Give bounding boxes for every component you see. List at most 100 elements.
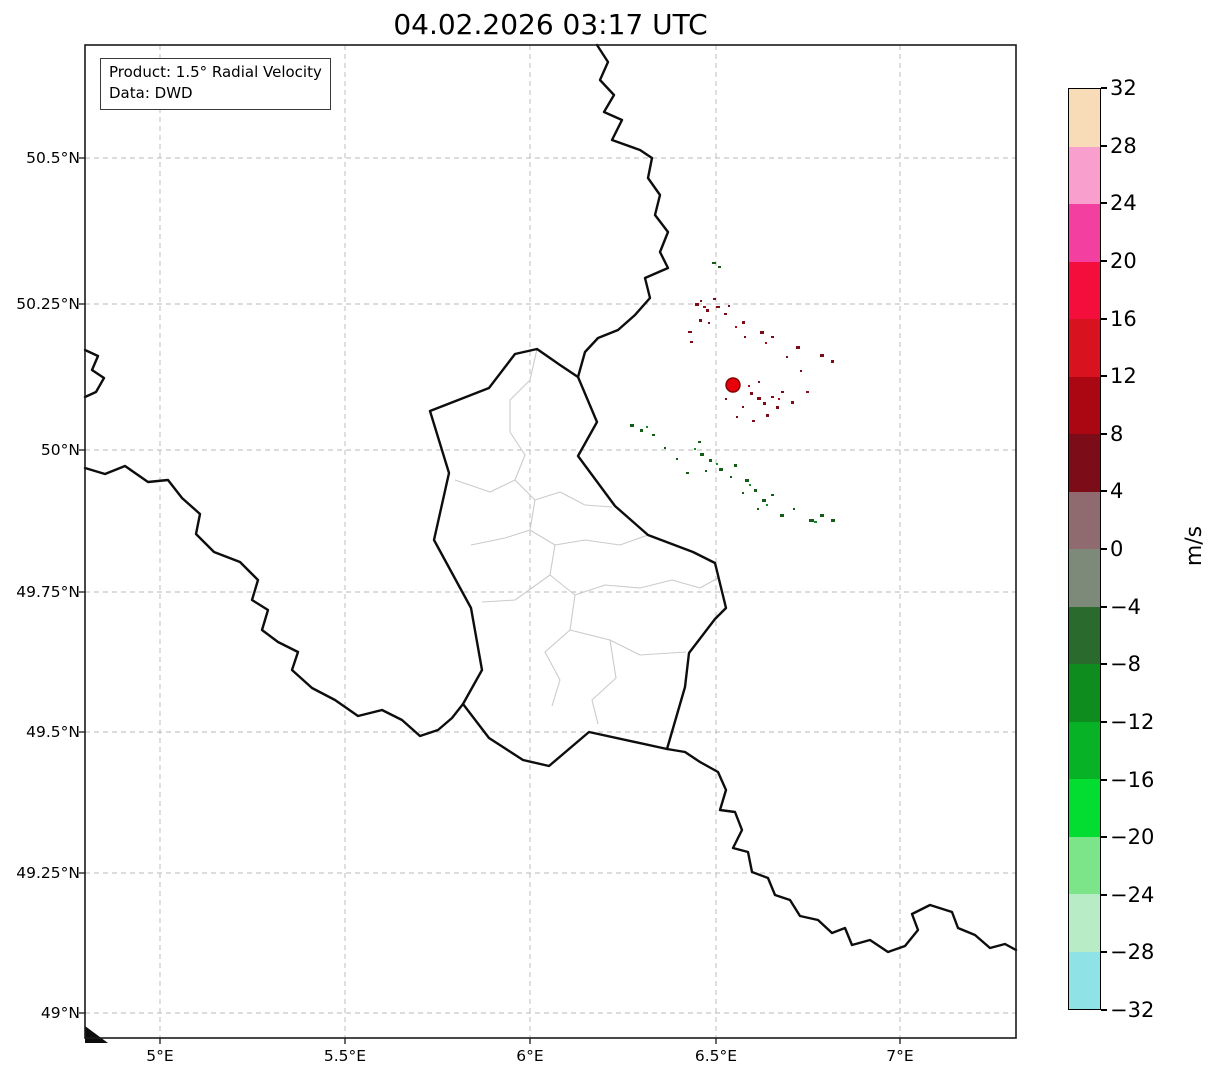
colorbar-tick-label: 0 [1110, 537, 1124, 561]
region-border [509, 348, 538, 432]
region-border [591, 639, 617, 725]
echo-pixel [757, 397, 761, 400]
colorbar-tick-mark [1101, 432, 1107, 435]
echo-pixel [652, 434, 655, 436]
echo-pixel [700, 300, 702, 302]
echo-pixel [771, 336, 774, 338]
colorbar-tick-label: 16 [1110, 306, 1137, 331]
echo-pixel [809, 519, 814, 522]
echo-pixel [742, 492, 744, 494]
region-borders [454, 348, 719, 725]
echo-pixel [786, 356, 788, 358]
colorbar-tick-label: 8 [1110, 421, 1124, 446]
echo-pixel [758, 381, 760, 383]
colorbar-band [1069, 491, 1100, 549]
y-tick-label: 50.5°N [26, 149, 80, 167]
x-tick-label: 6°E [516, 1047, 544, 1065]
radar-station-marker [725, 377, 741, 393]
echo-pixel [831, 519, 835, 522]
plot-frame [84, 44, 1017, 1039]
echo-pixel [748, 385, 750, 387]
colorbar-band [1069, 434, 1100, 492]
colorbar-tick-label: −4 [1110, 594, 1141, 619]
border-germany-belgium [576, 43, 670, 379]
colorbar-band [1069, 721, 1100, 779]
colorbar-tick-mark [1101, 720, 1107, 723]
colorbar-band [1069, 319, 1100, 377]
y-tick-label: 50°N [40, 441, 80, 459]
echo-pixel [791, 401, 794, 404]
echo-pixel [705, 470, 707, 472]
region-border [544, 594, 576, 707]
colorbar-band [1069, 664, 1100, 722]
colorbar-tick-label: 28 [1110, 133, 1137, 158]
echo-pixel [781, 391, 784, 393]
colorbar-tick-mark [1101, 87, 1107, 89]
y-tick-label: 49.5°N [26, 723, 80, 741]
echo-pixel [734, 464, 737, 467]
colorbar-band [1069, 549, 1100, 607]
echo-pixel [806, 391, 809, 393]
figure-title: 04.02.2026 03:17 UTC [393, 8, 708, 41]
colorbar-tick-label: 4 [1110, 479, 1124, 504]
echo-pixel [745, 479, 749, 482]
region-border [549, 544, 719, 596]
echo-pixel [708, 322, 710, 324]
colorbar-tick-label: −8 [1110, 652, 1141, 677]
echo-pixel [725, 398, 727, 400]
border-left-edge-segment [83, 348, 106, 399]
echo-pixel [699, 319, 702, 322]
product-annotation-box: Product: 1.5° Radial Velocity Data: DWD [100, 58, 331, 110]
colorbar-tick-mark [1101, 893, 1107, 896]
colorbar-tick-label: 32 [1110, 76, 1137, 100]
echo-pixel [757, 508, 759, 510]
echo-pixel [688, 331, 692, 333]
colorbar-band [1069, 376, 1100, 434]
echo-pixel [709, 459, 712, 462]
echo-pixel [831, 360, 834, 363]
echo-pixel [676, 458, 678, 460]
echo-pixel [698, 441, 701, 443]
echo-pixel [749, 484, 751, 486]
echo-pixel [796, 346, 800, 349]
colorbar-tick-mark [1101, 605, 1107, 608]
gridlines [85, 45, 1016, 1038]
border-luxembourg [428, 347, 728, 768]
y-tick-label: 49.75°N [16, 583, 80, 601]
colorbar-tick-mark [1101, 375, 1107, 378]
colorbar-tick-mark [1101, 259, 1107, 262]
y-tick-label: 49°N [40, 1004, 80, 1022]
region-border [569, 629, 687, 656]
echo-pixel [695, 303, 699, 306]
product-line: Product: 1.5° Radial Velocity [109, 63, 322, 81]
echo-pixel [750, 392, 753, 395]
border-belgium-france [83, 464, 465, 738]
colorbar-tick-mark [1101, 317, 1107, 320]
region-border [454, 479, 516, 493]
region-border [470, 529, 531, 546]
echo-pixel [765, 342, 767, 344]
colorbar-tick-label: −24 [1110, 882, 1155, 907]
colorbar-tick-mark [1101, 490, 1107, 493]
echo-pixel [718, 266, 721, 268]
colorbar-tick-mark [1101, 144, 1107, 147]
echo-pixel [771, 494, 774, 496]
y-tick-label: 50.25°N [16, 295, 80, 313]
echo-pixel [690, 341, 693, 343]
echo-pixel [763, 402, 766, 405]
region-border [529, 499, 649, 546]
echo-pixel [706, 309, 709, 312]
colorbar-tick-label: −20 [1110, 825, 1155, 850]
y-tick-label: 49.25°N [16, 864, 80, 882]
echo-pixel [712, 262, 716, 264]
echo-pixel [760, 331, 764, 334]
colorbar-band [1069, 951, 1100, 1009]
echo-pixel [820, 354, 824, 357]
colorbar-unit-label: m/s [1182, 525, 1207, 567]
colorbar-tick-mark [1101, 951, 1107, 954]
echo-pixel [630, 424, 634, 427]
echo-pixel [716, 463, 718, 465]
echo-pixel [694, 448, 696, 450]
